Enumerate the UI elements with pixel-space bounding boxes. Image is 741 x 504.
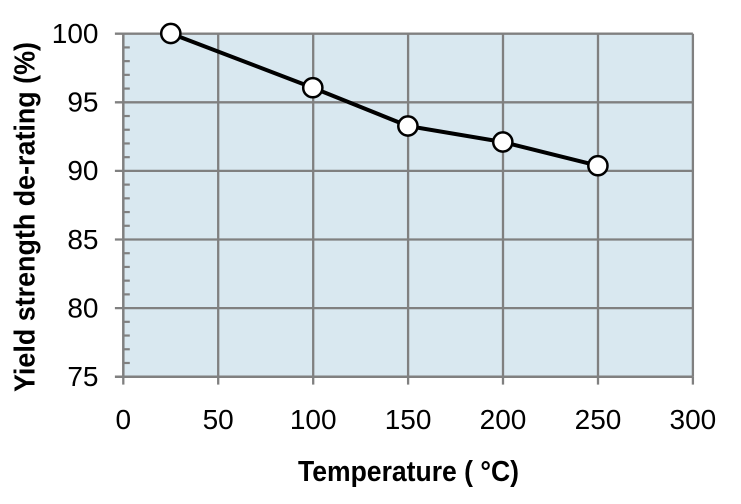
svg-text:50: 50 bbox=[203, 404, 234, 435]
svg-text:85: 85 bbox=[67, 224, 98, 255]
svg-text:200: 200 bbox=[480, 404, 527, 435]
svg-text:80: 80 bbox=[67, 292, 98, 323]
svg-text:150: 150 bbox=[385, 404, 432, 435]
svg-text:300: 300 bbox=[670, 404, 717, 435]
svg-text:Yield strength de-rating (%): Yield strength de-rating (%) bbox=[10, 42, 42, 392]
svg-text:Temperature ( °C): Temperature ( °C) bbox=[298, 456, 519, 488]
svg-text:75: 75 bbox=[67, 361, 98, 392]
svg-text:250: 250 bbox=[575, 404, 622, 435]
svg-text:100: 100 bbox=[290, 404, 337, 435]
svg-text:100: 100 bbox=[52, 18, 99, 49]
svg-text:95: 95 bbox=[67, 87, 98, 118]
svg-text:90: 90 bbox=[67, 155, 98, 186]
svg-text:0: 0 bbox=[116, 404, 132, 435]
